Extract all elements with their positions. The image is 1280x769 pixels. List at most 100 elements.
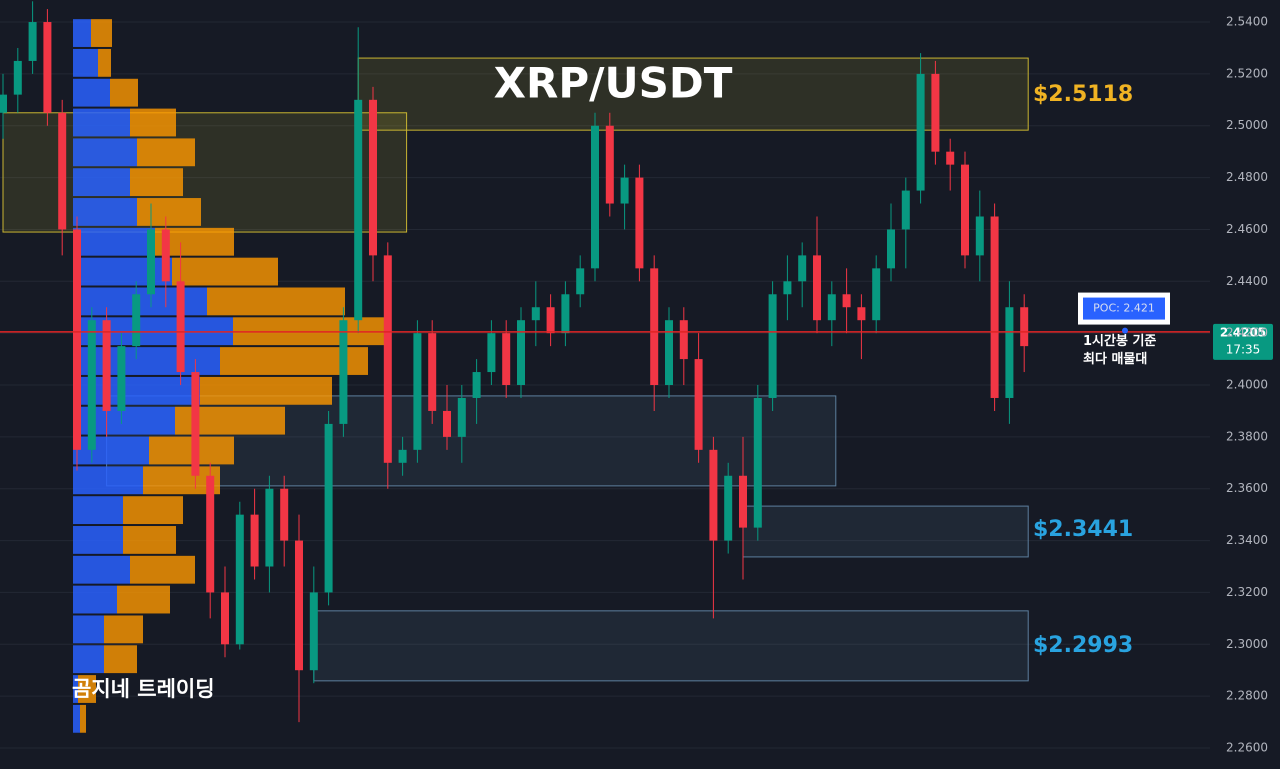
candle-body [1020,307,1029,347]
poc-marker [1122,327,1128,334]
candle-body [768,294,777,398]
profile-sell [117,585,170,614]
candle-body [620,177,629,204]
candle-body [561,294,570,334]
candle-body [546,307,555,334]
candle-body [324,423,333,593]
y-tick-label: 2.2800 [1226,689,1268,703]
candle-body [842,294,851,308]
candle-body [191,372,200,476]
candle-body [990,216,999,398]
candle-body [73,229,81,450]
candle-body [783,281,792,295]
profile-sell [104,645,137,674]
poc-box [1083,297,1165,320]
candle-body [28,22,37,61]
candle-body [443,410,451,437]
chart-title: XRP/USDT [494,59,733,108]
candle-body [605,125,614,204]
y-tick-label: 2.3200 [1226,585,1268,599]
y-tick-label: 2.4000 [1226,378,1268,392]
candle-body [502,333,511,386]
candle-body [576,268,585,295]
profile-buy [73,168,130,197]
candle-body [0,94,7,113]
candle-body [931,73,940,152]
candle-body [413,333,422,450]
candle-body [235,514,244,645]
candle-body [901,190,910,230]
y-tick-label: 2.5400 [1226,15,1268,29]
candle-body [531,307,540,321]
profile-buy [73,615,104,644]
candle-body [176,281,185,373]
candle-body [827,294,836,321]
candle-body [857,307,866,321]
profile-sell [172,257,278,286]
candle-body [916,73,925,191]
candle-body [457,397,466,437]
candle-body [206,475,215,593]
candle-body [383,255,392,463]
profile-buy [73,585,117,614]
candle-body [102,320,111,411]
candle-body [250,514,259,567]
profile-buy [73,48,98,77]
zone [357,57,1029,131]
last-price-label: 2.4205 [1220,325,1266,339]
candle-body [872,268,881,321]
poc-label: POC: 2.421 [1093,302,1155,315]
profile-buy [73,526,123,554]
profile-sell [123,496,183,525]
y-tick-label: 2.3600 [1226,481,1268,495]
poc-note: 1시간봉 기준 [1083,333,1156,349]
candle-body [265,488,274,567]
y-tick-label: 2.5200 [1226,66,1268,80]
candle-body [724,475,733,541]
y-tick-label: 2.5000 [1226,118,1268,132]
candle-body [635,177,644,269]
candle-body [43,22,52,113]
candle-body [117,346,126,411]
y-tick-label: 2.3400 [1226,533,1268,547]
profile-buy [73,19,91,47]
y-tick-label: 2.3000 [1226,637,1268,651]
y-tick-label: 2.3800 [1226,429,1268,443]
profile-sell [80,704,86,733]
candle-body [591,125,599,269]
profile-sell [130,168,183,197]
zone-label: $2.3441 [1033,517,1133,542]
candle-body [798,255,807,282]
candle-body [753,397,762,528]
profile-buy [73,198,137,226]
candle-body [354,99,363,321]
y-tick-label: 2.4800 [1226,170,1268,184]
zone [742,505,1029,558]
profile-sell [78,675,96,703]
candle-body [961,164,969,256]
candle-body [975,216,984,256]
candle-body [87,320,96,450]
candle-body [295,540,303,671]
candle-body [650,268,659,386]
profile-buy [73,466,143,495]
candle-body [679,320,688,360]
profile-buy [73,78,110,107]
zone-label: $2.5118 [1033,82,1133,107]
candle-body [132,294,141,347]
profile-sell [123,526,176,554]
profile-buy [73,227,155,256]
last-price-box [1213,323,1273,360]
candle-body [13,60,22,95]
y-tick-label: 2.2600 [1226,740,1268,754]
candle-body [428,333,437,411]
candle-body [813,255,821,321]
profile-sell [91,19,112,47]
y-tick-label: 2.4600 [1226,222,1268,236]
profile-buy [73,138,137,167]
profile-buy [73,436,149,465]
profile-buy [73,555,130,584]
zone [313,610,1029,682]
profile-sell [110,78,138,107]
zone-label: $2.2993 [1033,633,1133,658]
